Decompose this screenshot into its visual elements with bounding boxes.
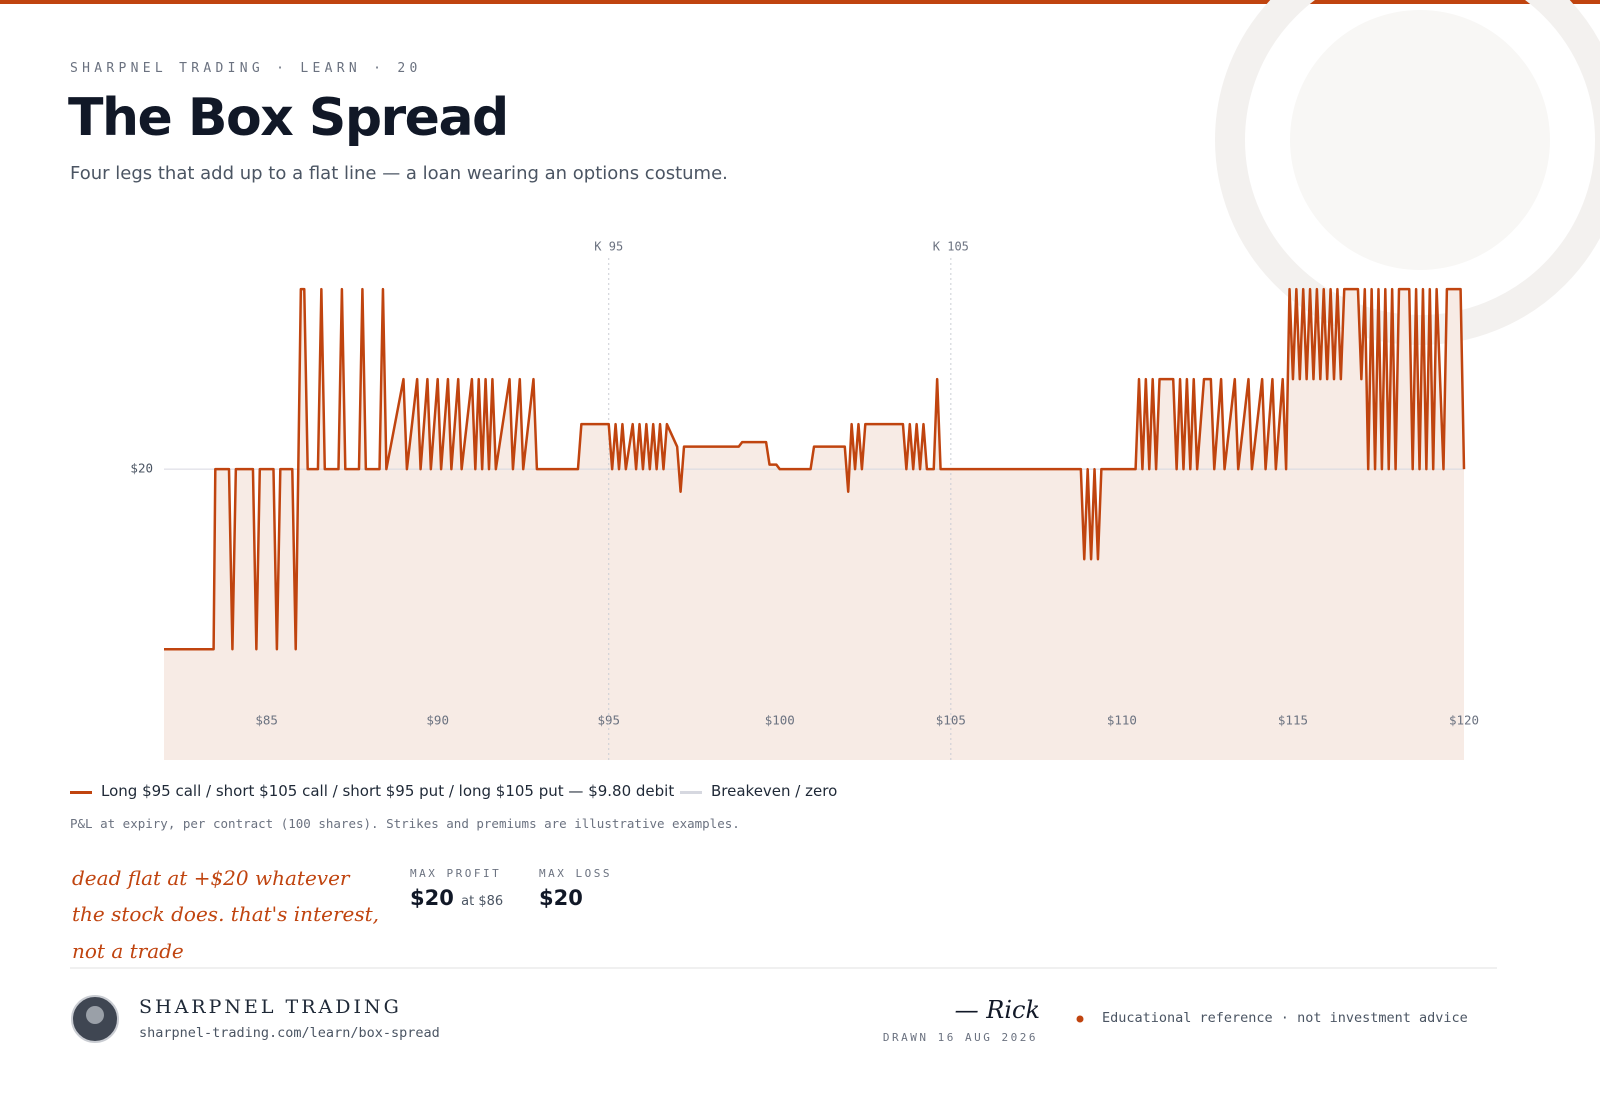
title: The Box Spread <box>68 88 509 148</box>
legend-swatch <box>680 791 702 794</box>
stat-value: $20 at $86 <box>410 886 503 910</box>
eyebrow: SHARPNEL TRADING · LEARN · 20 <box>70 61 422 76</box>
stat-label: MAX PROFIT <box>410 867 502 880</box>
stat-value: $20 <box>539 886 583 910</box>
footer-brand: SHARPNEL TRADING <box>139 996 402 1018</box>
x-tick-label: $90 <box>426 713 449 728</box>
x-tick-label: $115 <box>1278 713 1308 728</box>
top-border <box>0 0 1600 4</box>
coin-watermark <box>1215 0 1600 345</box>
annotation: dead flat at +$20 whatever <box>72 866 350 890</box>
signature: — Rick <box>954 996 1040 1024</box>
subtitle: Four legs that add up to a flat line — a… <box>70 163 728 184</box>
y-tick-label: $20 <box>130 461 153 476</box>
stat-value: $20 <box>410 886 454 910</box>
annotation: not a trade <box>72 939 184 963</box>
disclaimer: Educational reference · not investment a… <box>1102 1010 1468 1026</box>
footnote: P&L at expiry, per contract (100 shares)… <box>70 816 740 831</box>
legend-label: Breakeven / zero <box>711 782 838 800</box>
area <box>164 289 1464 760</box>
x-tick-label: $120 <box>1449 713 1479 728</box>
footer-url: sharpnel-trading.com/learn/box-spread <box>139 1025 440 1041</box>
stat-note: at $86 <box>461 894 504 909</box>
stat-label: MAX LOSS <box>539 867 612 880</box>
line <box>164 287 1466 651</box>
coin-watermark-inner <box>1290 10 1550 270</box>
drawn-date: DRAWN 16 AUG 2026 <box>882 1031 1038 1044</box>
annotation: the stock does. that's interest, <box>72 902 379 926</box>
strike-label: K 95 <box>594 240 623 254</box>
logo-face <box>86 1006 104 1024</box>
x-tick-label: $85 <box>255 713 278 728</box>
legend-label: Long $95 call / short $105 call / short … <box>101 782 675 800</box>
x-tick-label: $100 <box>765 713 795 728</box>
strike-label: K 105 <box>933 240 969 254</box>
x-tick-label: $110 <box>1107 713 1137 728</box>
disclaimer-dot <box>1076 1015 1084 1023</box>
legend-swatch <box>70 791 92 794</box>
